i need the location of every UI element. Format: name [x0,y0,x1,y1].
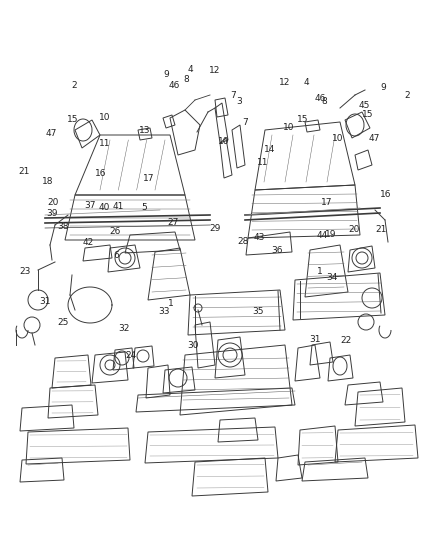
Text: 6: 6 [113,252,119,260]
Text: 1: 1 [317,268,323,276]
Text: 34: 34 [326,273,338,281]
Text: 8: 8 [321,97,327,106]
Text: 16: 16 [95,169,106,177]
Text: 9: 9 [380,84,386,92]
Text: 1: 1 [168,300,174,308]
Text: 15: 15 [297,116,308,124]
Text: 16: 16 [380,190,391,199]
Text: 2: 2 [405,92,410,100]
Text: 8: 8 [183,76,189,84]
Text: 20: 20 [47,198,58,207]
Text: 28: 28 [237,237,249,246]
Text: 12: 12 [279,78,290,87]
Text: 26: 26 [110,228,121,236]
Text: 15: 15 [67,116,78,124]
Text: 11: 11 [99,140,111,148]
Text: 15: 15 [362,110,374,119]
Text: 47: 47 [369,134,380,143]
Text: 7: 7 [230,92,237,100]
Text: 4: 4 [304,78,309,87]
Text: 43: 43 [254,233,265,241]
Text: 47: 47 [46,129,57,138]
Text: 3: 3 [236,97,242,106]
Text: 32: 32 [118,325,130,333]
Text: 22: 22 [340,336,352,344]
Text: 41: 41 [113,202,124,211]
Text: 10: 10 [283,124,295,132]
Text: 30: 30 [187,341,198,350]
Text: 10: 10 [218,137,229,146]
Text: 10: 10 [332,134,343,143]
Text: 2: 2 [72,81,77,90]
Text: 46: 46 [315,94,326,103]
Text: 14: 14 [264,145,275,154]
Text: 11: 11 [257,158,268,167]
Text: 9: 9 [163,70,170,79]
Text: 21: 21 [375,225,387,233]
Text: 21: 21 [18,167,30,176]
Text: 33: 33 [159,308,170,316]
Text: 4: 4 [188,65,193,74]
Text: 46: 46 [169,81,180,90]
Text: 18: 18 [42,177,53,185]
Text: 12: 12 [209,66,220,75]
Text: 7: 7 [242,118,248,127]
Text: 44: 44 [316,231,328,240]
Text: 13: 13 [139,126,150,135]
Text: 24: 24 [125,351,136,360]
Text: 20: 20 [348,225,360,233]
Text: 45: 45 [359,101,370,110]
Text: 23: 23 [20,268,31,276]
Text: 42: 42 [83,238,94,247]
Text: 25: 25 [57,318,68,327]
Text: 39: 39 [46,209,57,217]
Text: 36: 36 [271,246,283,255]
Text: 17: 17 [143,174,155,183]
Text: 31: 31 [39,297,51,305]
Text: 19: 19 [325,230,336,239]
Text: 27: 27 [167,219,179,227]
Text: 35: 35 [253,308,264,316]
Text: 29: 29 [209,224,220,232]
Text: 38: 38 [57,222,68,231]
Text: 17: 17 [321,198,332,207]
Text: 31: 31 [310,335,321,344]
Text: 5: 5 [141,204,148,212]
Text: 37: 37 [84,201,95,209]
Text: 40: 40 [99,204,110,212]
Text: 10: 10 [99,113,111,122]
